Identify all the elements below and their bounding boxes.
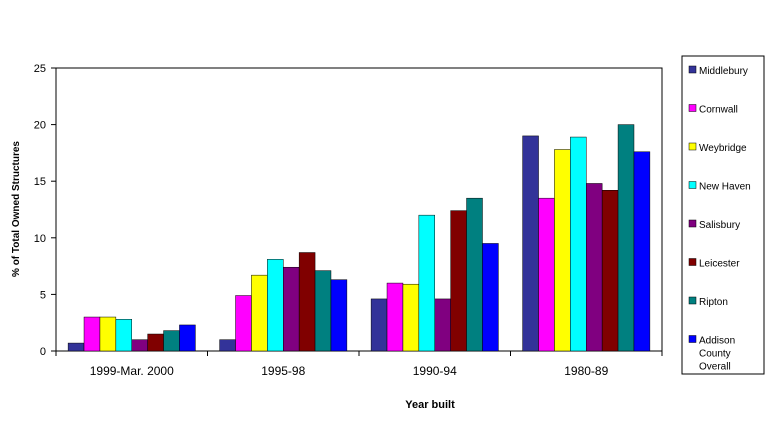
bar <box>67 342 85 352</box>
bar <box>522 135 539 352</box>
legend-label: Addison County Overall <box>699 336 735 373</box>
bar <box>219 339 236 352</box>
bar <box>434 298 451 352</box>
y-tick-label: 0 <box>40 346 46 358</box>
y-tick-label: 10 <box>34 233 46 245</box>
bar <box>601 190 619 352</box>
bar <box>330 279 348 352</box>
x-tick-label: 1999-Mar. 2000 <box>90 364 174 378</box>
bar <box>450 210 467 352</box>
bar <box>402 283 420 352</box>
x-axis: 1999-Mar. 2000 1995-98 1990-94 1980-89 <box>55 351 663 378</box>
bar <box>482 243 499 352</box>
legend-label: Middlebury <box>699 66 748 77</box>
legend-swatch <box>688 296 697 305</box>
legend-swatch <box>688 65 697 74</box>
legend-swatch <box>688 219 697 228</box>
legend: Middlebury Cornwall Weybridge New Haven Sali… <box>681 55 765 375</box>
bar <box>115 319 132 352</box>
y-tick-label: 15 <box>34 176 46 188</box>
legend-label: New Haven <box>699 182 751 193</box>
bar <box>586 183 603 352</box>
x-axis-label: Year built <box>405 399 455 411</box>
legend-label: Cornwall <box>699 105 738 116</box>
legend-label: Salisbury <box>699 220 740 231</box>
y-axis: 0 5 10 15 20 25 <box>34 63 56 358</box>
bar <box>370 298 388 352</box>
bar <box>298 252 316 352</box>
bar <box>179 324 196 352</box>
y-tick-label: 20 <box>34 120 46 132</box>
bar <box>267 259 284 352</box>
bar <box>418 214 435 352</box>
legend-swatch <box>688 104 697 112</box>
x-tick-label: 1980-89 <box>564 364 608 378</box>
bar <box>314 270 332 352</box>
legend-label: Leicester <box>699 259 740 270</box>
bar <box>538 197 555 352</box>
bar <box>386 282 404 352</box>
legend-label: Ripton <box>699 297 728 308</box>
y-tick-label: 25 <box>34 63 46 75</box>
bar <box>617 124 635 352</box>
bar <box>235 295 252 352</box>
legend-label: Weybridge <box>699 143 747 154</box>
bar <box>283 266 300 352</box>
bar <box>147 333 164 352</box>
bar <box>99 316 117 352</box>
x-tick-label: 1990-94 <box>413 364 457 378</box>
bar <box>251 274 268 352</box>
bar <box>83 316 101 352</box>
legend-swatch <box>688 258 697 266</box>
x-tick-label: 1995-98 <box>261 364 305 378</box>
bar <box>131 339 148 352</box>
bar <box>633 151 651 352</box>
legend-swatch <box>688 181 697 189</box>
bar <box>554 149 571 352</box>
bars-group <box>67 124 651 352</box>
y-tick-label: 5 <box>40 289 46 301</box>
bar <box>570 136 587 352</box>
legend-swatch <box>688 335 697 343</box>
y-axis-label: % of Total Owned Structures <box>11 141 22 277</box>
bar <box>163 330 180 352</box>
bar <box>466 197 483 352</box>
legend-swatch <box>688 142 697 151</box>
